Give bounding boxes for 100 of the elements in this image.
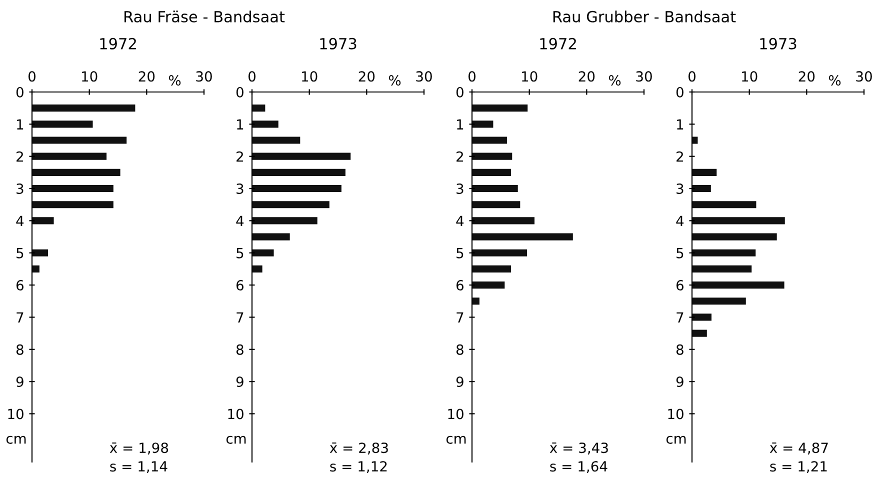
y-tick-label: 8 xyxy=(16,344,24,355)
x-tick-label: 10 xyxy=(522,71,538,82)
bar xyxy=(692,184,711,192)
x-tick-label: 20 xyxy=(358,71,375,82)
bar xyxy=(692,298,746,305)
x-tick-label: 0 xyxy=(248,71,256,82)
bar xyxy=(692,233,777,240)
y-tick-label: 4 xyxy=(236,216,244,226)
bar xyxy=(252,233,290,240)
y-tick-label: 4 xyxy=(676,216,684,226)
annotation: x̄ = 3,43 xyxy=(550,442,608,454)
bar xyxy=(472,168,511,176)
bar xyxy=(252,265,262,272)
y-tick-label: 0 xyxy=(456,86,464,98)
y-tick-label: 7 xyxy=(456,312,464,322)
y-tick-label: 9 xyxy=(236,376,244,388)
y-tick-label: 6 xyxy=(236,280,244,291)
bar xyxy=(32,152,107,160)
x-tick-label: 0 xyxy=(468,71,476,82)
x-tick-label: 20 xyxy=(798,71,815,82)
y-tick-label: 2 xyxy=(16,151,23,162)
y-tick-label: 0 xyxy=(16,86,24,98)
x-axis-title: % xyxy=(828,75,841,86)
bar xyxy=(692,201,756,208)
x-axis-title: % xyxy=(168,75,181,86)
chart-title: Rau Fräse - Bandsaat xyxy=(124,10,285,22)
bar xyxy=(32,120,93,128)
x-tick-label: 30 xyxy=(636,71,652,82)
x-tick-label: 30 xyxy=(856,71,872,82)
y-tick-label: 2 xyxy=(456,151,463,162)
y-tick-label: 4 xyxy=(16,216,24,226)
y-tick-label: 2 xyxy=(236,151,243,162)
y-tick-label: 1 xyxy=(677,119,684,130)
annotation: x̄ = 1,98 xyxy=(110,442,168,454)
bar xyxy=(472,249,528,256)
bar xyxy=(32,136,127,144)
x-tick-label: 20 xyxy=(138,71,155,82)
y-tick-label: 6 xyxy=(16,280,24,291)
chart-subtitle: 1972 xyxy=(100,38,136,50)
y-tick-label: 3 xyxy=(236,183,244,194)
x-tick-label: 20 xyxy=(578,71,595,82)
annotation: s = 1,12 xyxy=(330,461,387,473)
bar xyxy=(472,265,511,272)
y-tick-label: 10 xyxy=(8,408,24,420)
y-tick-label: 5 xyxy=(236,248,244,258)
y-tick-label: 1 xyxy=(17,119,24,130)
bar xyxy=(32,104,136,112)
bar xyxy=(252,184,342,192)
bar xyxy=(32,217,54,224)
y-tick-label: 9 xyxy=(676,376,684,388)
y-tick-label: 0 xyxy=(676,86,684,98)
bar xyxy=(692,136,698,144)
bar xyxy=(472,282,505,289)
y-tick-label: 10 xyxy=(668,408,684,420)
bar xyxy=(252,104,266,112)
bar xyxy=(32,201,114,208)
bar xyxy=(32,265,40,272)
annotation: s = 1,14 xyxy=(110,461,168,473)
y-tick-label: 10 xyxy=(228,408,244,420)
chart-subtitle: 1973 xyxy=(760,38,796,50)
bar xyxy=(472,201,520,208)
x-tick-label: 0 xyxy=(688,71,696,82)
bar xyxy=(692,265,752,272)
y-tick-label: 7 xyxy=(676,312,684,322)
y-tick-label: 8 xyxy=(236,344,244,355)
bar xyxy=(472,184,518,192)
bar xyxy=(252,217,318,224)
bar xyxy=(692,314,712,321)
y-tick-label: 6 xyxy=(456,280,464,291)
bar xyxy=(692,168,717,176)
y-tick-label: 7 xyxy=(236,312,244,322)
y-tick-label: 5 xyxy=(676,248,684,258)
bar xyxy=(472,104,528,112)
chart-title: Rau Grubber - Bandsaat xyxy=(553,10,736,22)
bar xyxy=(692,330,707,337)
bar xyxy=(252,168,346,176)
y-tick-label: 4 xyxy=(456,216,464,226)
annotation: s = 1,64 xyxy=(550,461,608,473)
bar xyxy=(252,120,278,128)
annotation: s = 1,21 xyxy=(770,461,827,473)
x-tick-label: 0 xyxy=(28,71,36,82)
y-tick-label: 9 xyxy=(16,376,24,388)
y-tick-label: 3 xyxy=(16,183,24,194)
bar xyxy=(472,233,573,240)
y-tick-label: 3 xyxy=(676,183,684,194)
y-tick-label: 7 xyxy=(16,312,24,322)
y-tick-label: 5 xyxy=(16,248,24,258)
bar xyxy=(252,249,274,256)
x-tick-label: 10 xyxy=(742,71,758,82)
bar xyxy=(472,120,494,128)
annotation: x̄ = 4,87 xyxy=(770,442,828,454)
y-axis-title: cm xyxy=(666,436,686,444)
bar xyxy=(472,152,512,160)
chart-subtitle: 1972 xyxy=(540,38,576,50)
y-tick-label: 8 xyxy=(456,344,464,355)
y-tick-label: 2 xyxy=(676,151,683,162)
x-axis-title: % xyxy=(608,75,621,86)
bar xyxy=(692,217,785,224)
y-tick-label: 6 xyxy=(676,280,684,291)
x-axis-title: % xyxy=(388,75,401,86)
